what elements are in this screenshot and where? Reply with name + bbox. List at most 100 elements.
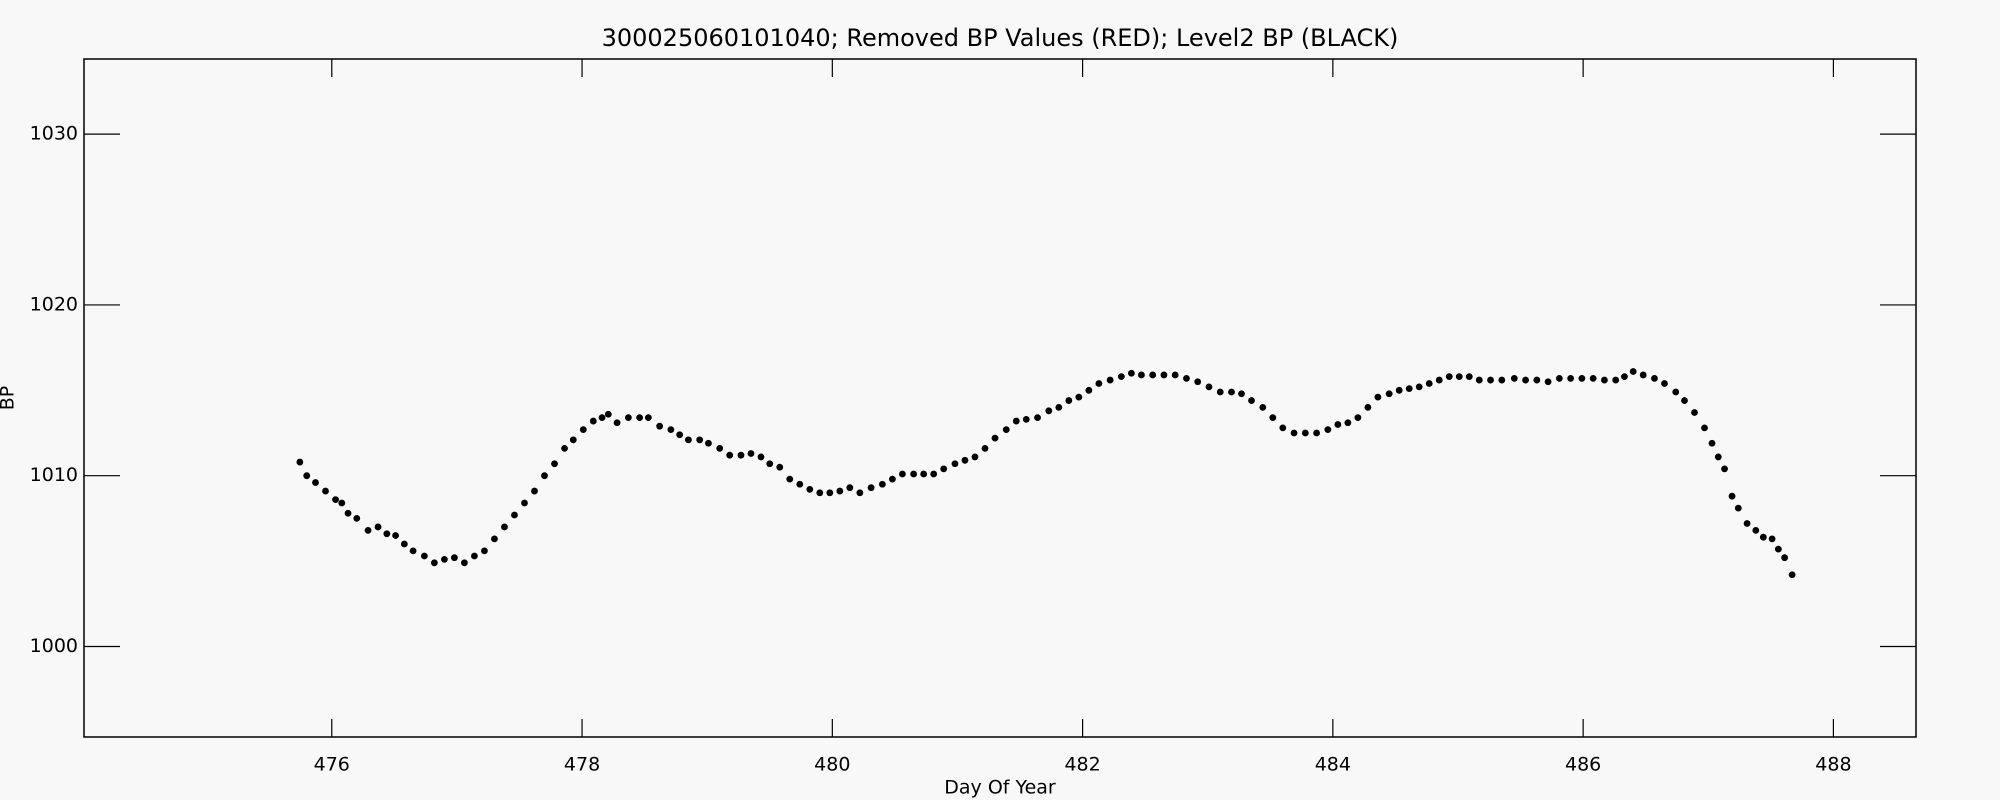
data-point [551,460,558,468]
x-tick-label: 484 [1315,754,1351,776]
data-point [296,458,304,466]
data-point [636,414,644,422]
data-point [1259,403,1267,411]
x-tick-label: 482 [1064,754,1100,776]
data-point [1194,378,1202,386]
data-point [1334,421,1342,428]
data-point [471,552,478,560]
data-point [1183,374,1190,382]
data-point [878,480,886,488]
data-point [920,470,928,478]
data-point [685,436,692,444]
data-point [1405,385,1413,393]
data-point [1385,390,1393,398]
data-point [1768,535,1776,543]
data-point [1127,369,1135,377]
data-point [1701,424,1708,432]
x-tick-label: 480 [814,754,850,776]
data-point [888,475,896,483]
data-point [332,496,339,504]
data-point [656,422,664,430]
data-point [344,509,352,517]
data-point [1743,520,1751,527]
data-point [737,451,745,459]
data-point [613,419,621,427]
data-point [1455,373,1463,381]
x-tick-label: 488 [1815,754,1851,776]
data-point [1691,409,1698,416]
data-point [1065,397,1073,404]
data-point [491,535,498,543]
data-point [1269,414,1277,422]
data-point [747,450,755,457]
data-point [1708,439,1716,447]
y-axis-label: BP [0,386,19,411]
data-point [1752,526,1760,534]
data-point [1533,376,1541,384]
data-point [579,426,587,433]
data-point [451,554,458,562]
y-tick-label: 1010 [30,464,78,486]
data-point [667,426,675,433]
data-point [1344,419,1352,427]
data-point [981,444,989,452]
data-point [461,559,468,567]
data-point [1475,376,1483,384]
data-point [696,436,704,444]
data-point [757,453,765,461]
data-point [1138,371,1145,379]
data-point [1374,393,1382,401]
data-point [1055,403,1063,411]
data-point [1171,371,1179,379]
data-point [1487,376,1494,384]
data-point [1034,414,1041,422]
data-point [400,540,408,548]
data-point [1012,417,1020,425]
data-point [1149,371,1157,379]
data-point [1714,453,1722,461]
data-point [867,484,875,492]
data-point [1465,373,1473,381]
data-point [971,453,979,461]
data-point [644,414,652,422]
data-point [1354,414,1362,422]
data-point [806,485,814,493]
data-point [521,499,528,507]
x-tick-label: 476 [314,754,350,776]
data-point [816,489,824,497]
data-point [511,511,518,519]
data-point [589,417,597,425]
data-point [1228,388,1235,396]
data-point [624,414,632,422]
data-point [940,465,948,473]
data-point [786,475,794,483]
data-point [1629,368,1637,375]
x-axis-label: Day Of Year [944,777,1056,799]
data-point [1075,393,1083,401]
data-point [1216,388,1224,396]
data-point [1567,374,1575,382]
data-point [1002,426,1010,433]
data-point [1022,415,1030,423]
data-point [1205,383,1213,391]
data-point [856,489,864,497]
data-point [303,472,311,480]
data-point [1734,504,1742,512]
data-point [1445,373,1453,381]
data-point [440,555,448,563]
data-point [846,484,854,492]
data-point [1117,373,1125,381]
data-point [1395,386,1403,394]
y-tick-label: 1020 [30,293,78,315]
data-point [1279,424,1287,432]
data-point [991,434,999,442]
data-point [561,444,568,452]
data-point [1498,376,1506,384]
data-point [1601,376,1608,384]
data-point [1313,429,1320,437]
data-point [1425,380,1433,387]
y-tick-label: 1000 [30,635,78,657]
data-point [1045,407,1053,415]
